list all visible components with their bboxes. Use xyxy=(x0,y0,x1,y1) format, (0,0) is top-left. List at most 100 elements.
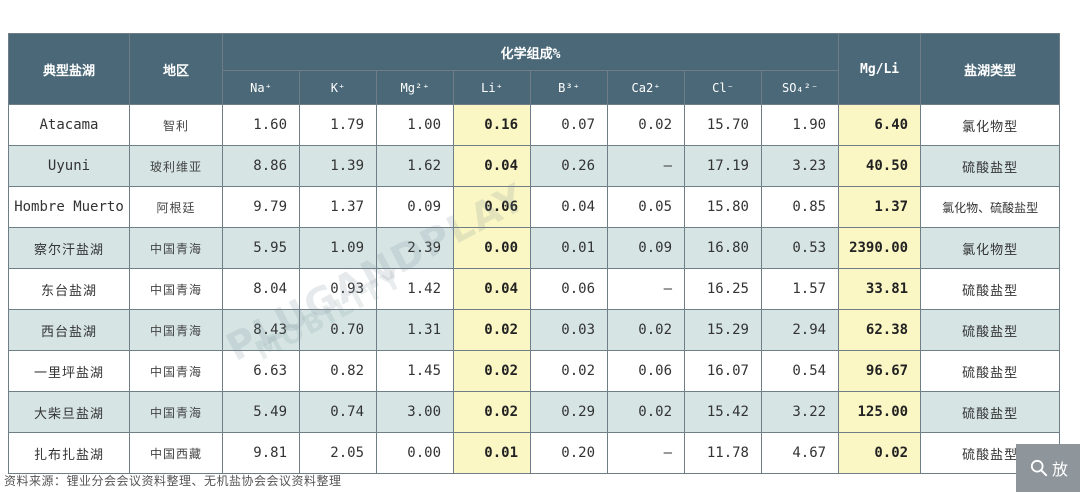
table-row: 大柴旦盐湖 中国青海 5.49 0.74 3.00 0.02 0.29 0.02… xyxy=(8,391,1061,433)
cell-so4: 3.22 xyxy=(760,391,840,433)
cell-b: 0.06 xyxy=(530,268,608,310)
cell-na: 9.81 xyxy=(222,432,300,474)
cell-mg-li-ratio: 40.50 xyxy=(838,145,922,187)
cell-lake-name: 东台盐湖 xyxy=(8,268,130,310)
cell-region: 阿根廷 xyxy=(129,186,223,228)
table-row: 西台盐湖 中国青海 8.43 0.70 1.31 0.02 0.03 0.02 … xyxy=(8,309,1061,351)
cell-lake-type: 硫酸盐型 xyxy=(920,391,1061,433)
cell-region: 中国青海 xyxy=(129,391,223,433)
cell-b: 0.20 xyxy=(530,432,608,474)
cell-ca: – xyxy=(607,268,685,310)
cell-so4: 1.57 xyxy=(760,268,840,310)
lake-composition-table: 典型盐湖 地区 化学组成% Mg/Li 盐湖类型 Na⁺ K⁺ Mg²⁺ Li⁺… xyxy=(8,33,1061,474)
cell-li: 0.01 xyxy=(453,432,531,474)
cell-ca: 0.06 xyxy=(607,350,685,392)
cell-region: 中国青海 xyxy=(129,350,223,392)
cell-so4: 3.23 xyxy=(760,145,840,187)
cell-k: 0.93 xyxy=(299,268,377,310)
table-row: Uyuni 玻利维亚 8.86 1.39 1.62 0.04 0.26 – 17… xyxy=(8,145,1061,187)
cell-region: 中国青海 xyxy=(129,309,223,351)
header-cl: Cl⁻ xyxy=(684,70,762,105)
cell-mg-li-ratio: 0.02 xyxy=(838,432,922,474)
cell-mg: 2.39 xyxy=(376,227,454,269)
cell-so4: 2.94 xyxy=(760,309,840,351)
cell-b: 0.26 xyxy=(530,145,608,187)
lake-composition-table-container: 典型盐湖 地区 化学组成% Mg/Li 盐湖类型 Na⁺ K⁺ Mg²⁺ Li⁺… xyxy=(8,33,1061,474)
cell-lake-name: Atacama xyxy=(8,104,130,146)
cell-k: 2.05 xyxy=(299,432,377,474)
header-mg: Mg²⁺ xyxy=(376,70,454,105)
cell-li: 0.02 xyxy=(453,391,531,433)
source-note: 资料来源：锂业分会会议资料整理、无机盐协会会议资料整理 xyxy=(4,474,342,488)
cell-k: 0.70 xyxy=(299,309,377,351)
cell-ca: 0.02 xyxy=(607,309,685,351)
header-lake-type: 盐湖类型 xyxy=(920,33,1061,105)
cell-ca: – xyxy=(607,145,685,187)
cell-mg-li-ratio: 125.00 xyxy=(838,391,922,433)
header-k: K⁺ xyxy=(299,70,377,105)
zoom-button-label: 放 xyxy=(1052,460,1069,479)
cell-na: 8.04 xyxy=(222,268,300,310)
cell-b: 0.01 xyxy=(530,227,608,269)
header-lake: 典型盐湖 xyxy=(8,33,130,105)
table-row: 扎布扎盐湖 中国西藏 9.81 2.05 0.00 0.01 0.20 – 11… xyxy=(8,432,1061,474)
cell-mg: 1.00 xyxy=(376,104,454,146)
cell-lake-name: Hombre Muerto xyxy=(8,186,130,228)
cell-mg-li-ratio: 62.38 xyxy=(838,309,922,351)
cell-li: 0.02 xyxy=(453,309,531,351)
table-body: Atacama 智利 1.60 1.79 1.00 0.16 0.07 0.02… xyxy=(8,104,1061,474)
zoom-button[interactable]: 放 xyxy=(1016,444,1080,492)
cell-region: 玻利维亚 xyxy=(129,145,223,187)
cell-b: 0.04 xyxy=(530,186,608,228)
cell-mg-li-ratio: 2390.00 xyxy=(838,227,922,269)
cell-li: 0.04 xyxy=(453,145,531,187)
cell-lake-name: 察尔汗盐湖 xyxy=(8,227,130,269)
cell-mg: 0.00 xyxy=(376,432,454,474)
cell-k: 0.82 xyxy=(299,350,377,392)
cell-so4: 0.54 xyxy=(760,350,840,392)
cell-cl: 11.78 xyxy=(684,432,762,474)
cell-so4: 1.90 xyxy=(760,104,840,146)
cell-lake-name: 西台盐湖 xyxy=(8,309,130,351)
header-ca: Ca2⁺ xyxy=(607,70,685,105)
cell-li: 0.04 xyxy=(453,268,531,310)
cell-ca: 0.02 xyxy=(607,104,685,146)
cell-na: 6.63 xyxy=(222,350,300,392)
cell-region: 智利 xyxy=(129,104,223,146)
cell-cl: 17.19 xyxy=(684,145,762,187)
cell-mg-li-ratio: 33.81 xyxy=(838,268,922,310)
cell-so4: 4.67 xyxy=(760,432,840,474)
cell-mg: 3.00 xyxy=(376,391,454,433)
cell-lake-type: 硫酸盐型 xyxy=(920,268,1061,310)
header-mg-li-ratio: Mg/Li xyxy=(838,33,922,105)
cell-region: 中国西藏 xyxy=(129,432,223,474)
cell-na: 1.60 xyxy=(222,104,300,146)
cell-mg: 1.31 xyxy=(376,309,454,351)
cell-lake-name: Uyuni xyxy=(8,145,130,187)
cell-k: 1.79 xyxy=(299,104,377,146)
cell-li: 0.06 xyxy=(453,186,531,228)
cell-k: 1.37 xyxy=(299,186,377,228)
cell-k: 0.74 xyxy=(299,391,377,433)
table-row: 东台盐湖 中国青海 8.04 0.93 1.42 0.04 0.06 – 16.… xyxy=(8,268,1061,310)
cell-ca: 0.05 xyxy=(607,186,685,228)
cell-cl: 15.80 xyxy=(684,186,762,228)
cell-lake-name: 一里坪盐湖 xyxy=(8,350,130,392)
cell-b: 0.29 xyxy=(530,391,608,433)
header-li: Li⁺ xyxy=(453,70,531,105)
cell-mg-li-ratio: 1.37 xyxy=(838,186,922,228)
cell-so4: 0.85 xyxy=(760,186,840,228)
header-b: B³⁺ xyxy=(530,70,608,105)
cell-k: 1.39 xyxy=(299,145,377,187)
cell-mg: 1.42 xyxy=(376,268,454,310)
cell-k: 1.09 xyxy=(299,227,377,269)
cell-lake-type: 氯化物、硫酸盐型 xyxy=(920,186,1061,228)
cell-cl: 15.29 xyxy=(684,309,762,351)
cell-lake-type: 硫酸盐型 xyxy=(920,350,1061,392)
header-region: 地区 xyxy=(129,33,223,105)
cell-na: 5.49 xyxy=(222,391,300,433)
cell-na: 8.86 xyxy=(222,145,300,187)
table-row: 一里坪盐湖 中国青海 6.63 0.82 1.45 0.02 0.02 0.06… xyxy=(8,350,1061,392)
cell-li: 0.16 xyxy=(453,104,531,146)
cell-na: 9.79 xyxy=(222,186,300,228)
